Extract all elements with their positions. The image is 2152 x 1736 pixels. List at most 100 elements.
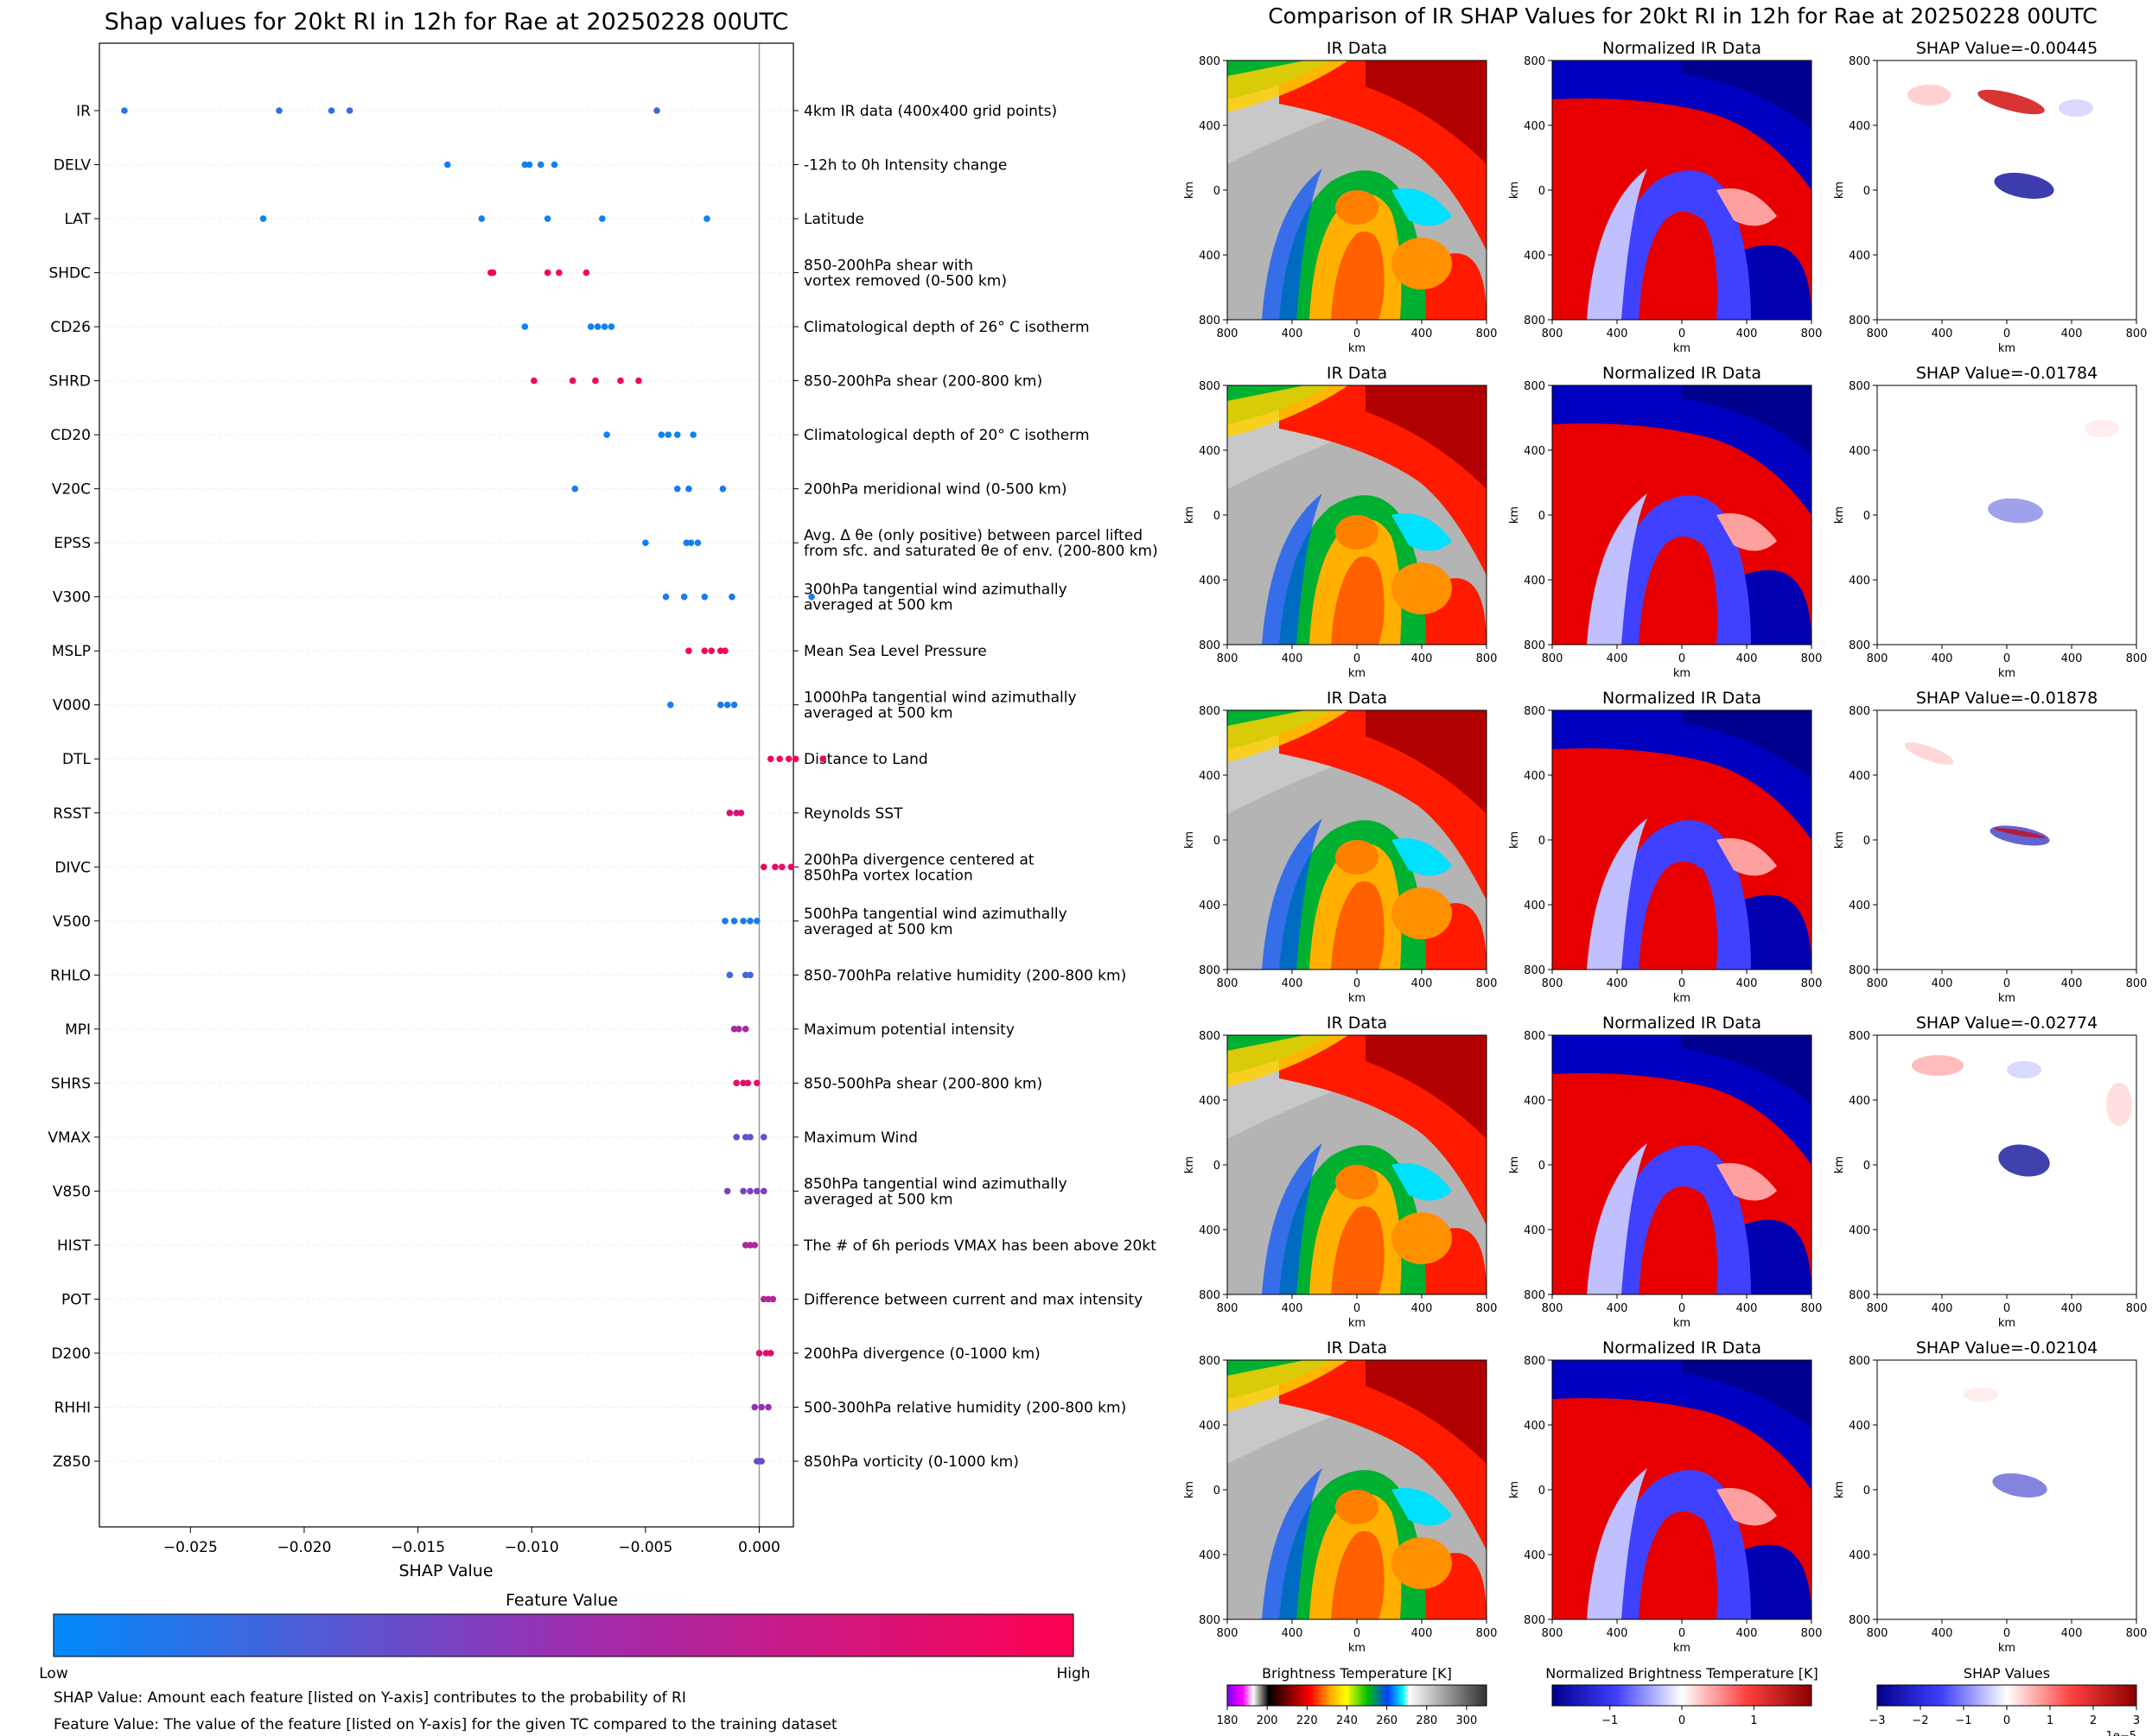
feature-label: VMAX	[48, 1129, 91, 1147]
feature-description-line: from sfc. and saturated θe of env. (200-…	[804, 543, 1158, 560]
ir-data-image	[1227, 60, 1487, 320]
normalized-ir-panel-title: Normalized IR Data	[1602, 1014, 1761, 1033]
feature-label: RHHI	[54, 1399, 91, 1416]
shap-image	[1877, 1360, 2136, 1619]
shap-point	[742, 1134, 749, 1141]
feature-description-line: Maximum potential intensity	[804, 1021, 1015, 1039]
xtick-label: −0.005	[618, 1539, 672, 1556]
y-axis-label: km	[1183, 831, 1196, 849]
feature-label: V000	[53, 697, 91, 715]
xtick-label: 0	[2003, 1627, 2010, 1640]
shap-panel-title: SHAP Value=-0.00445	[1916, 39, 2098, 58]
ytick-label: 400	[1524, 900, 1545, 913]
xtick-label: 800	[1867, 1627, 1888, 1640]
xtick-label: 800	[1217, 977, 1238, 990]
xtick-label: 400	[1607, 327, 1628, 340]
xtick-label: 800	[1542, 1302, 1563, 1315]
shap-point	[765, 1403, 772, 1411]
x-axis-label: km	[1998, 342, 2015, 355]
feature-description: Reynolds SST	[804, 805, 903, 823]
colorbar-tick-label: 3	[2133, 1714, 2140, 1727]
shap-point	[785, 755, 793, 763]
feature-label: MPI	[65, 1021, 91, 1039]
xtick-label: 800	[2126, 652, 2148, 665]
y-axis-label: km	[1833, 1481, 1846, 1498]
feature-description: Distance to Land	[804, 751, 928, 768]
shap-point	[767, 1350, 774, 1357]
feature-colorbar	[53, 1613, 1074, 1657]
feature-description-line: 850hPa vorticity (0-1000 km)	[804, 1453, 1019, 1471]
xtick-label: −0.010	[505, 1539, 559, 1556]
shap-point	[642, 539, 649, 546]
shap-point	[694, 539, 702, 546]
ytick-label: 0	[1538, 185, 1545, 198]
shap-point	[722, 647, 729, 654]
normalized-ir-image	[1552, 1360, 1811, 1619]
feature-description-line: Difference between current and max inten…	[804, 1291, 1143, 1308]
ytick-label: 0	[1863, 835, 1870, 848]
xtick-label: 800	[1801, 977, 1823, 990]
shap-image	[1877, 1035, 2136, 1294]
feature-description-line: Maximum Wind	[804, 1129, 918, 1147]
ytick-label: 0	[1213, 835, 1220, 848]
shap-point	[769, 1295, 777, 1303]
shap-blob	[1994, 828, 2046, 838]
y-axis-label: km	[1508, 831, 1521, 849]
feature-description-line: Latitude	[804, 211, 864, 228]
x-axis-label: km	[1673, 1642, 1690, 1655]
xtick-label: 800	[2126, 1627, 2148, 1640]
colorbar-tick-label: 0	[1678, 1714, 1685, 1727]
feature-description: The # of 6h periods VMAX has been above …	[803, 1237, 1156, 1255]
x-axis-label: SHAP Value	[398, 1561, 493, 1580]
ytick-label: 400	[1524, 250, 1545, 263]
shap-point	[571, 485, 579, 493]
colorbar-tick-label: 220	[1296, 1714, 1318, 1727]
shap-blob	[1988, 498, 2043, 524]
xtick-label: 400	[1411, 1627, 1433, 1640]
ytick-label: 400	[1849, 1224, 1870, 1237]
feature-description-line: 4km IR data (400x400 grid points)	[804, 103, 1057, 120]
xtick-label: 800	[1476, 1627, 1498, 1640]
feature-description-line: Avg. Δ θe (only positive) between parcel…	[804, 527, 1143, 544]
feature-description: 300hPa tangential wind azimuthally averag…	[804, 582, 1067, 614]
feature-label: SHRS	[51, 1075, 91, 1092]
ytick-label: 800	[1524, 380, 1545, 393]
y-axis-label: km	[1183, 181, 1196, 199]
ytick-label: 0	[1863, 510, 1870, 523]
ytick-label: 800	[1524, 1355, 1545, 1368]
feature-description: 200hPa meridional wind (0-500 km)	[804, 481, 1067, 499]
shap-point	[276, 107, 283, 114]
xtick-label: 800	[1542, 1627, 1563, 1640]
shap-point	[733, 809, 740, 817]
colorbar	[1876, 1684, 2137, 1707]
ytick-label: 400	[1199, 445, 1220, 458]
colorbar-high-label: High	[1056, 1665, 1090, 1682]
xtick-label: −0.015	[391, 1539, 445, 1556]
shap-blob	[2059, 99, 2093, 117]
feature-label: DIVC	[54, 859, 91, 876]
xtick-label: 800	[2126, 327, 2148, 340]
shap-point	[673, 431, 681, 438]
normalized-ir-heatmap	[1552, 60, 1811, 320]
y-axis-label: km	[1183, 1156, 1196, 1173]
shap-point	[594, 323, 602, 330]
xtick-label: 400	[1282, 1627, 1303, 1640]
shap-point	[701, 647, 709, 654]
ytick-label: 800	[1849, 315, 1870, 327]
ytick-label: 800	[1524, 639, 1545, 652]
shap-point	[716, 647, 724, 654]
feature-description: 200hPa divergence centered at 850hPa vort…	[804, 851, 1035, 884]
ytick-label: 800	[1199, 964, 1220, 977]
feature-description-line: 200hPa divergence centered at	[804, 851, 1035, 868]
xtick-label: 800	[1476, 327, 1498, 340]
feature-description-line: 500hPa tangential wind azimuthally	[804, 906, 1067, 923]
normalized-ir-panel-title: Normalized IR Data	[1602, 39, 1761, 58]
xtick-label: 0	[1678, 977, 1685, 990]
shap-point	[444, 161, 451, 169]
shap-point	[758, 1403, 765, 1411]
ytick-label: 800	[1524, 315, 1545, 327]
shap-point	[328, 107, 335, 114]
y-axis-label: km	[1508, 1481, 1521, 1498]
shap-blob	[2106, 1083, 2132, 1126]
xtick-label: 0	[1353, 977, 1360, 990]
